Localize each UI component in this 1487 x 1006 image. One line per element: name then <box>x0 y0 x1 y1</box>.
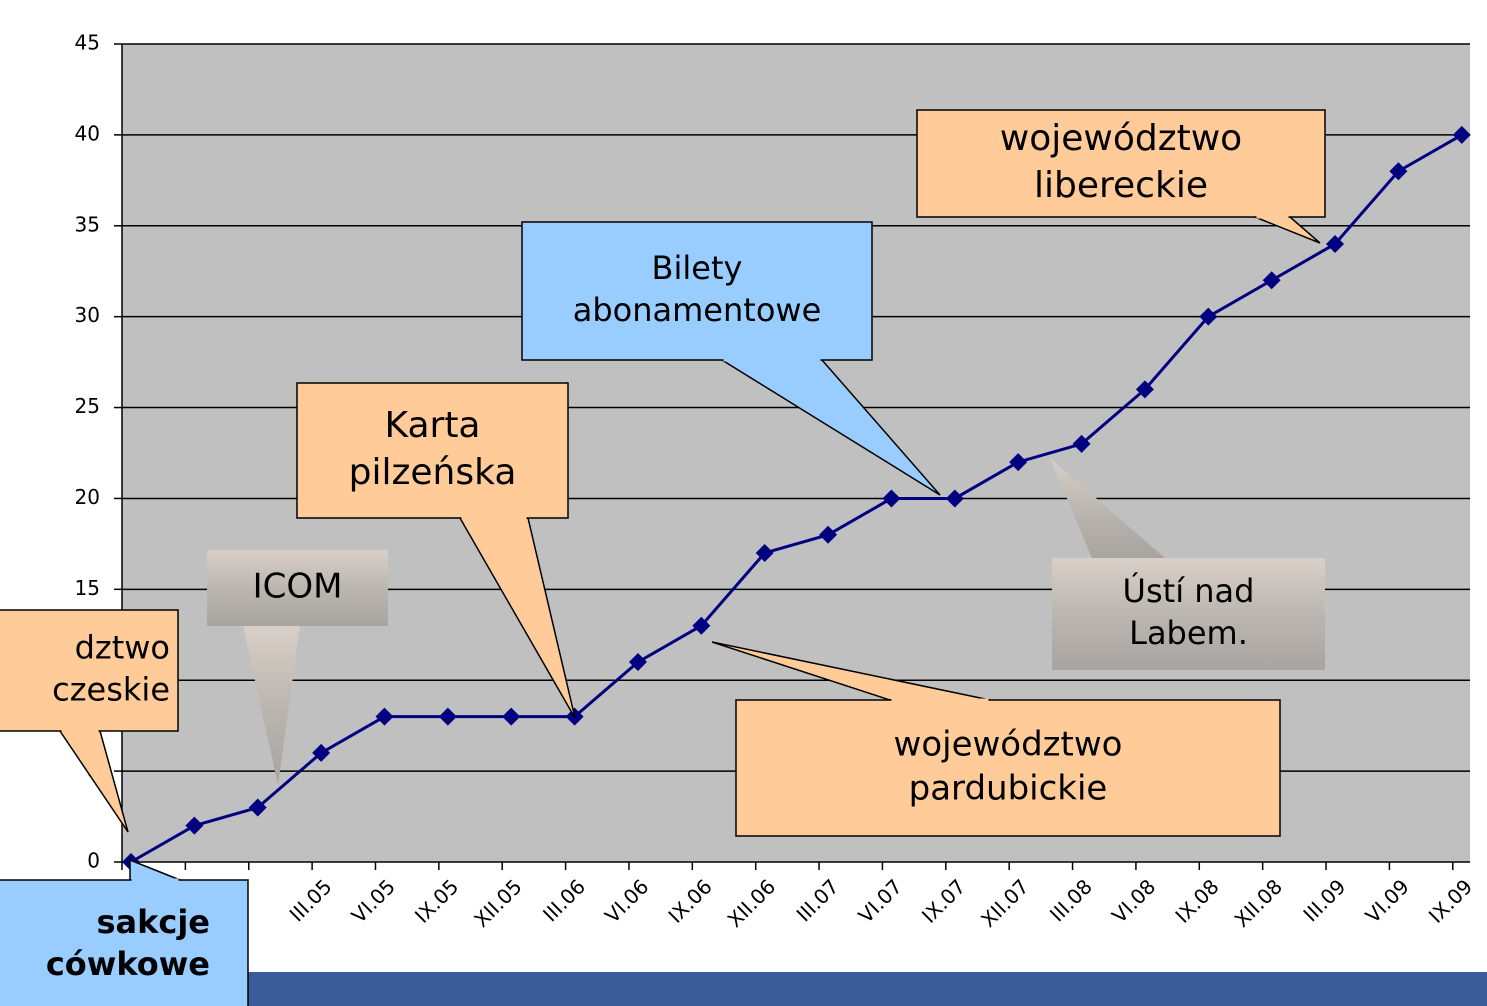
callout-text: pardubickie <box>909 769 1108 809</box>
marker <box>882 489 901 508</box>
y-tick-label: 35 <box>75 212 100 236</box>
series <box>122 125 1471 871</box>
callout-text: województwo <box>1000 118 1242 159</box>
marker <box>438 707 457 726</box>
y-tick-label: 30 <box>75 303 100 327</box>
callout: ICOM <box>207 550 388 785</box>
callout-text: województwo <box>894 724 1123 764</box>
callout: Karta pilzeńska <box>296 382 576 719</box>
callout-text: Karta <box>384 405 480 446</box>
marker <box>1452 125 1471 144</box>
y-tick-label: 20 <box>75 485 100 509</box>
marker <box>312 743 331 762</box>
callout-text: ców­kowe <box>46 945 210 983</box>
y-tick-label: 40 <box>75 121 100 145</box>
callouts: województwo libereckie Bilety abonamentowe K… <box>0 109 1326 1006</box>
callout-box <box>735 699 1281 837</box>
marker <box>628 653 647 672</box>
callout-text: Bilety <box>652 249 743 287</box>
callout-tail <box>1050 458 1165 558</box>
callout-box <box>521 221 873 361</box>
callout: sakcje ców­kowe <box>0 858 249 1006</box>
marker <box>1072 434 1091 453</box>
y-tick-label: 45 <box>75 31 100 55</box>
marker <box>819 525 838 544</box>
marker <box>1009 453 1028 472</box>
callout-box <box>0 609 179 732</box>
y-tick-label: 15 <box>75 576 100 600</box>
callout-text: Ústí nad <box>1123 571 1255 610</box>
callout-text: Labem. <box>1129 614 1248 652</box>
callout: województwo pardubickie <box>711 641 1281 837</box>
marker <box>945 489 964 508</box>
marker <box>1389 162 1408 181</box>
callout-box <box>207 550 388 626</box>
line <box>130 133 1463 864</box>
callout-text: sakcje <box>96 903 210 941</box>
callout-text: abonamentowe <box>573 291 822 329</box>
callout-box <box>0 879 249 1006</box>
callout-text: czeskie <box>52 670 170 708</box>
callout-text: dztwo <box>75 629 170 667</box>
marker <box>1135 380 1154 399</box>
marker <box>1262 271 1281 290</box>
marker <box>248 798 267 817</box>
callout-text: pilzeńska <box>349 452 517 493</box>
marker <box>1326 234 1345 253</box>
callout-box <box>916 109 1326 218</box>
marker <box>185 816 204 835</box>
marker <box>502 707 521 726</box>
callout-text: libereckie <box>1034 165 1208 206</box>
marker <box>755 543 774 562</box>
marker <box>375 707 394 726</box>
marker <box>692 616 711 635</box>
callout-box <box>296 382 569 519</box>
marker <box>1199 307 1218 326</box>
callout: Bilety abonamentowe <box>521 221 941 496</box>
callout-text: ICOM <box>253 567 343 607</box>
callout: Ústí nad Labem. <box>1050 458 1325 670</box>
y-tick-label: 25 <box>75 394 100 418</box>
callout: województwo libereckie <box>916 109 1326 244</box>
y-tick-label: 0 <box>87 849 100 873</box>
callout-tail <box>243 626 300 785</box>
callout-box <box>1052 558 1325 670</box>
